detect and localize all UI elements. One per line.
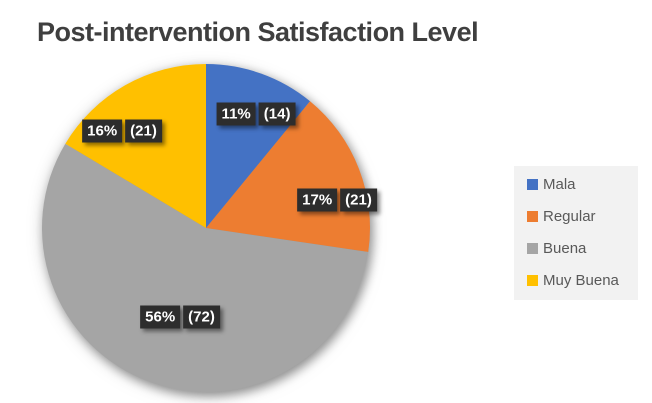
- data-label-buena[interactable]: 56% (72): [140, 305, 220, 329]
- chart-title: Post-intervention Satisfaction Level: [37, 17, 479, 47]
- legend-label-buena: Buena: [543, 239, 587, 257]
- legend-item-mala[interactable]: Mala: [514, 168, 638, 200]
- legend-item-muy-buena[interactable]: Muy Buena: [514, 264, 638, 296]
- data-label-regular-count: (21): [340, 188, 377, 212]
- pie-chart[interactable]: [36, 58, 380, 402]
- legend-label-mala: Mala: [543, 175, 576, 193]
- data-label-muy-buena[interactable]: 16% (21): [82, 119, 162, 143]
- data-label-mala-pct: 11%: [216, 102, 256, 126]
- legend-label-muy-buena: Muy Buena: [543, 271, 619, 289]
- pie-slice-buena[interactable]: [41, 143, 369, 393]
- data-label-regular[interactable]: 17% (21): [297, 188, 377, 212]
- data-label-regular-pct: 17%: [297, 188, 338, 212]
- data-label-buena-count: (72): [183, 305, 220, 329]
- data-label-mala[interactable]: 11% (14): [216, 102, 296, 126]
- chart-legend: Mala Regular Buena Muy Buena: [514, 166, 638, 300]
- data-label-buena-pct: 56%: [140, 305, 181, 329]
- legend-swatch-muy-buena: [527, 274, 538, 286]
- data-label-muy-buena-count: (21): [125, 119, 162, 143]
- data-label-mala-count: (14): [258, 102, 296, 126]
- pie-slice-regular[interactable]: [206, 101, 370, 253]
- pie-slice-muy-buena[interactable]: [65, 64, 206, 228]
- legend-swatch-mala: [527, 178, 538, 190]
- legend-item-buena[interactable]: Buena: [514, 232, 638, 264]
- legend-item-regular[interactable]: Regular: [514, 200, 638, 232]
- legend-swatch-buena: [527, 242, 538, 254]
- data-label-muy-buena-pct: 16%: [82, 119, 123, 143]
- legend-label-regular: Regular: [543, 207, 596, 225]
- legend-swatch-regular: [527, 210, 538, 222]
